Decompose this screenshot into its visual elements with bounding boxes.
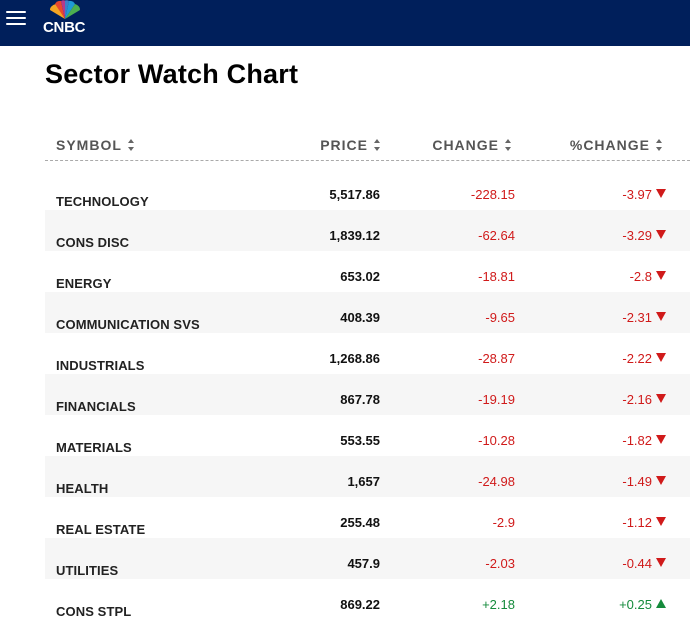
change-value: -19.19 [478,392,515,407]
pct-change-value: +0.25 [619,597,652,612]
symbol-link[interactable]: MATERIALS [56,440,132,455]
hamburger-line [6,17,26,19]
table-row[interactable]: FINANCIALS 867.78 -19.19 -2.16 [45,374,690,415]
table-row[interactable]: HEALTH 1,657 -24.98 -1.49 [45,456,690,497]
hamburger-menu-icon[interactable] [6,9,28,29]
price-value: 408.39 [340,310,380,325]
price-value: 1,839.12 [329,228,380,243]
table-row[interactable]: REAL ESTATE 255.48 -2.9 -1.12 [45,497,690,538]
change-value: -24.98 [478,474,515,489]
price-value: 653.02 [340,269,380,284]
column-label: SYMBOL [56,137,122,153]
table-row[interactable]: UTILITIES 457.9 -2.03 -0.44 [45,538,690,579]
price-value: 1,657 [347,474,380,489]
pct-change-value: -0.44 [622,556,652,571]
table-body: TECHNOLOGY 5,517.86 -228.15 -3.97 CONS DISC 1… [45,169,690,620]
arrow-down-icon [656,517,666,526]
hamburger-line [6,11,26,13]
change-value: -228.15 [470,187,515,202]
pct-change-value: -1.82 [622,433,652,448]
sort-icon [656,139,663,152]
peacock-icon [49,0,81,20]
arrow-down-icon [656,394,666,403]
pct-change-value: -2.8 [629,269,652,284]
change-value: +2.18 [482,597,515,612]
price-value: 255.48 [340,515,380,530]
pct-change-value: -2.22 [622,351,652,366]
symbol-link[interactable]: CONS STPL [56,604,132,619]
pct-change-value: -1.12 [622,515,652,530]
table-row[interactable]: MATERIALS 553.55 -10.28 -1.82 [45,415,690,456]
column-label: CHANGE [432,137,499,153]
page-title: Sector Watch Chart [45,59,299,89]
top-navigation-bar: CNBC [0,0,690,46]
pct-change-value: -1.49 [622,474,652,489]
cnbc-logo[interactable]: CNBC [42,0,90,40]
sort-icon [505,139,512,152]
change-value: -18.81 [478,269,515,284]
column-label: PRICE [320,137,368,153]
symbol-link[interactable]: UTILITIES [56,563,119,578]
symbol-link[interactable]: COMMUNICATION SVS [56,317,200,332]
price-value: 5,517.86 [329,187,380,202]
change-value: -2.9 [492,515,515,530]
table-row[interactable]: INDUSTRIALS 1,268.86 -28.87 -2.22 [45,333,690,374]
change-value: -2.03 [485,556,515,571]
change-value: -9.65 [485,310,515,325]
column-header-price[interactable]: PRICE [320,137,381,153]
sort-icon [127,139,135,152]
price-value: 869.22 [340,597,380,612]
column-label: %CHANGE [569,137,650,153]
change-value: -28.87 [478,351,515,366]
sector-table: SYMBOL PRICE CHANGE %CHANGE TECHNOLOGY 5,… [45,128,690,620]
arrow-down-icon [656,230,666,239]
symbol-link[interactable]: ENERGY [56,276,112,291]
pct-change-value: -2.16 [622,392,652,407]
table-row[interactable]: COMMUNICATION SVS 408.39 -9.65 -2.31 [45,292,690,333]
table-header: SYMBOL PRICE CHANGE %CHANGE [45,128,690,161]
symbol-link[interactable]: HEALTH [56,481,109,496]
symbol-link[interactable]: CONS DISC [56,235,130,250]
change-value: -10.28 [478,433,515,448]
table-row[interactable]: CONS DISC 1,839.12 -62.64 -3.29 [45,210,690,251]
pct-change-value: -2.31 [622,310,652,325]
symbol-link[interactable]: TECHNOLOGY [56,194,149,209]
arrow-down-icon [656,558,666,567]
arrow-down-icon [656,476,666,485]
symbol-link[interactable]: FINANCIALS [56,399,136,414]
arrow-down-icon [656,189,666,198]
arrow-down-icon [656,271,666,280]
sort-icon [374,139,381,152]
pct-change-value: -3.97 [622,187,652,202]
table-row[interactable]: TECHNOLOGY 5,517.86 -228.15 -3.97 [45,169,690,210]
hamburger-line [6,23,26,25]
symbol-link[interactable]: REAL ESTATE [56,522,146,537]
column-header-symbol[interactable]: SYMBOL [56,137,135,153]
symbol-link[interactable]: INDUSTRIALS [56,358,145,373]
arrow-up-icon [656,599,666,608]
arrow-down-icon [656,312,666,321]
arrow-down-icon [656,353,666,362]
price-value: 457.9 [347,556,380,571]
table-row[interactable]: CONS STPL 869.22 +2.18 +0.25 [45,579,690,620]
arrow-down-icon [656,435,666,444]
price-value: 553.55 [340,433,380,448]
price-value: 867.78 [340,392,380,407]
change-value: -62.64 [478,228,515,243]
column-header-change[interactable]: CHANGE [432,137,512,153]
column-header-pct-change[interactable]: %CHANGE [570,137,663,153]
price-value: 1,268.86 [329,351,380,366]
logo-text: CNBC [43,19,86,36]
pct-change-value: -3.29 [622,228,652,243]
table-row[interactable]: ENERGY 653.02 -18.81 -2.8 [45,251,690,292]
